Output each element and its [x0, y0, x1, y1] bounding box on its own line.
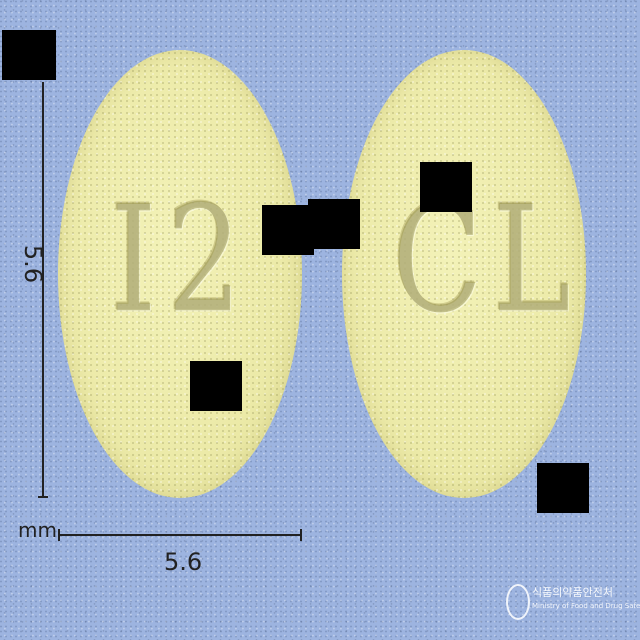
- height-ruler-tick: [38, 496, 48, 498]
- redaction-block-bottom-right: [537, 463, 589, 513]
- width-ruler: [58, 534, 302, 536]
- redaction-block-top-left: [2, 30, 56, 80]
- tablet-left-imprint: I2: [110, 172, 252, 346]
- watermark-korean: 식품의약품안전처: [532, 586, 613, 599]
- redaction-block-right-tablet: [420, 162, 472, 212]
- watermark-english: Ministry of Food and Drug Safety: [532, 602, 640, 610]
- width-ruler-tick-right: [300, 529, 302, 541]
- width-ruler-tick-left: [58, 529, 60, 541]
- redaction-block-left-tablet: [190, 361, 242, 411]
- ministry-logo-icon: [506, 584, 530, 620]
- height-label: 5.6: [19, 244, 48, 284]
- tablet-right: [342, 50, 586, 498]
- redaction-block-center-left: [262, 205, 314, 255]
- unit-label: mm: [18, 518, 57, 542]
- width-label: 5.6: [164, 548, 203, 576]
- redaction-block-center-right: [308, 199, 360, 249]
- tablet-left: [58, 50, 302, 498]
- tablet-left-texture: [58, 50, 302, 498]
- ministry-watermark: 식품의약품안전처 Ministry of Food and Drug Safet…: [506, 582, 640, 622]
- height-ruler: [42, 82, 44, 496]
- tablet-right-texture: [342, 50, 586, 498]
